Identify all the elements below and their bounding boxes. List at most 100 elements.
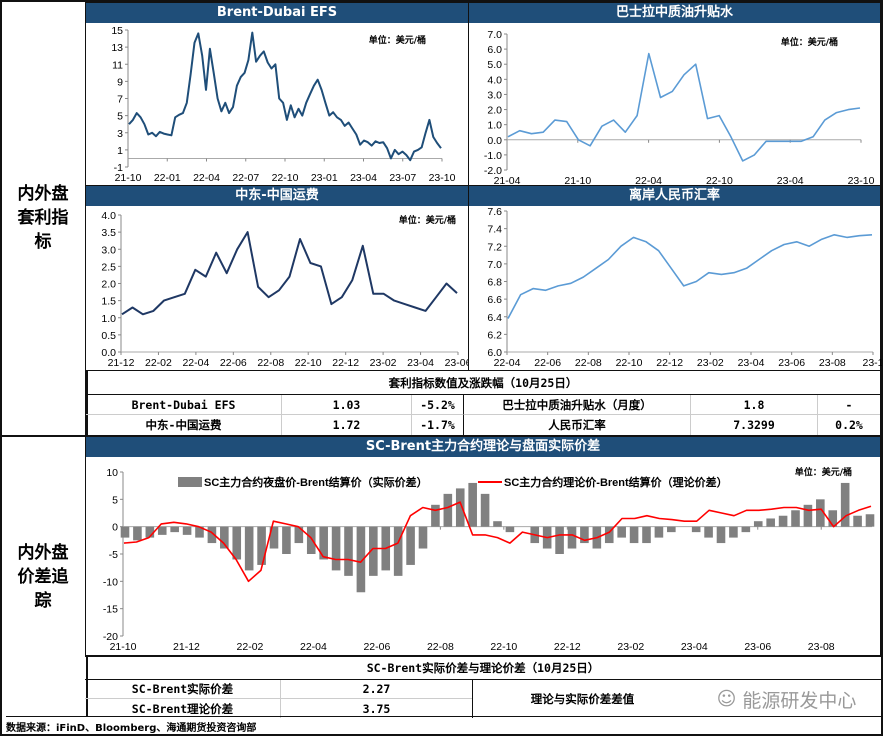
bar xyxy=(406,526,415,565)
y-tick-label: 1.5 xyxy=(101,296,116,308)
table-cell: 1.03 xyxy=(281,395,411,415)
bar xyxy=(840,482,850,527)
theory-spread-line xyxy=(123,501,872,583)
diff-label: 理论与实际价差差值 xyxy=(472,680,692,718)
table-title: 套利指标数值及涨跌幅（10月25日） xyxy=(86,371,880,395)
table-cell: 中东-中国运费 xyxy=(145,418,222,432)
y-tick-label: -10 xyxy=(103,576,118,588)
watermark-text: 能源研发中心 xyxy=(742,689,857,712)
y-tick-label: 10 xyxy=(106,467,118,479)
x-tick-label: 22-12 xyxy=(554,641,581,653)
actual-spread-label: SC-Brent实际价差 xyxy=(85,680,280,699)
bar xyxy=(344,526,353,576)
x-tick-label: 22-12 xyxy=(332,357,359,369)
y-tick-label: -20 xyxy=(103,631,118,643)
bar xyxy=(741,526,751,533)
table-cell: -5.2% xyxy=(411,395,463,415)
bar xyxy=(455,488,465,527)
y-tick-label: 0.5 xyxy=(101,330,116,342)
bar xyxy=(691,526,701,533)
x-tick-label: 23-10 xyxy=(848,175,875,187)
bar xyxy=(133,526,142,541)
y-tick-label: 5.0 xyxy=(487,59,502,71)
x-tick-label: 23-06 xyxy=(445,357,470,369)
unit-label: 单位：美元/桶 xyxy=(794,468,852,478)
x-tick-label: 23-04 xyxy=(407,357,434,369)
table-cell: - xyxy=(817,395,880,415)
x-tick-label: 22-08 xyxy=(427,641,454,653)
section-title: 内外盘价差追踪 xyxy=(17,543,69,611)
y-tick-label: 6.6 xyxy=(487,294,502,306)
x-tick-label: 21-10 xyxy=(110,641,137,653)
bar xyxy=(182,526,192,535)
legend-label-actual: SC主力合约夜盘价-Brent结算价（实际价差） xyxy=(204,475,428,489)
x-tick-label: 23-1 xyxy=(862,357,882,369)
x-tick-label: 21-04 xyxy=(494,175,521,187)
y-tick-label: 0.0 xyxy=(487,135,502,147)
legend-label-theory: SC主力合约理论价-Brent结算价（理论价差） xyxy=(504,475,728,489)
section-label-arbitrage: 内外盘套利指标 xyxy=(0,0,88,435)
x-tick-label: 22-04 xyxy=(193,172,220,184)
theory-spread-value: 3.75 xyxy=(280,699,472,718)
bar xyxy=(716,526,726,544)
bar xyxy=(331,526,341,571)
bar xyxy=(306,526,316,554)
y-tick-label: 9 xyxy=(117,76,123,88)
bar xyxy=(120,526,130,538)
x-tick-label: 23-08 xyxy=(819,357,846,369)
bar xyxy=(617,526,626,538)
x-tick-label: 23-08 xyxy=(808,641,835,653)
table-cell: Brent-Dubai EFS xyxy=(86,395,281,415)
bar xyxy=(766,518,775,527)
chart-panel-freight: 中东-中国运费 单位：美元/桶 0.0 0.5 1.0 1.5 2.0 2.5 3.0 3.5… xyxy=(85,185,470,371)
y-tick-label: 2.0 xyxy=(101,279,116,291)
table-cell: 1.72 xyxy=(281,415,411,435)
x-tick-label: 22-01 xyxy=(154,172,181,184)
bar xyxy=(505,526,515,533)
chart-panel-efs: Brent-Dubai EFS 单位：美元/桶 -1 1 3 5 7 9 11 13 15 21-… xyxy=(85,2,469,186)
bar xyxy=(791,510,800,527)
x-tick-label: 23-07 xyxy=(389,172,416,184)
wechat-icon: ☺ xyxy=(716,688,737,710)
chart-title: 中东-中国运费 xyxy=(86,186,468,206)
y-tick-label: 15 xyxy=(111,25,123,37)
y-tick-label: 6.8 xyxy=(487,277,502,289)
x-tick-label: 22-12 xyxy=(656,357,683,369)
basra-chart: -2.0 -1.0 0.0 1.0 2.0 3.0 4.0 5.0 6.0 7.0 21-04 21-… xyxy=(484,29,875,187)
bar xyxy=(865,514,875,527)
unit-label: 单位：美元/桶 xyxy=(780,38,838,48)
bar xyxy=(604,526,614,544)
y-tick-label: -1.0 xyxy=(484,150,502,162)
bar xyxy=(207,526,217,544)
y-tick-label: 4.0 xyxy=(487,74,502,86)
x-tick-label: 22-06 xyxy=(220,357,247,369)
x-tick-label: 23-06 xyxy=(744,641,771,653)
chart-panel-basra: 巴士拉中质油升贴水 单位：美元/桶 -2.0 -1.0 0.0 1.0 2.0 3.0 4.… xyxy=(468,2,881,187)
bar xyxy=(393,526,403,576)
bar xyxy=(195,526,204,538)
x-tick-label: 23-10 xyxy=(429,172,456,184)
y-tick-label: 3 xyxy=(117,128,123,140)
bar xyxy=(294,526,304,544)
y-tick-label: -2.0 xyxy=(484,165,502,177)
y-tick-label: 7.6 xyxy=(487,206,502,218)
bar xyxy=(567,526,577,549)
y-tick-label: 6.2 xyxy=(487,329,502,341)
bar xyxy=(145,526,155,538)
x-tick-label: 23-02 xyxy=(617,641,644,653)
x-tick-label: 22-10 xyxy=(490,641,517,653)
theory-spread-label: SC-Brent理论价差 xyxy=(131,701,234,716)
table-title: SC-Brent实际价差与理论价差（10月25日） xyxy=(85,657,881,680)
y-tick-label: 1.0 xyxy=(487,120,502,132)
y-tick-label: 3.0 xyxy=(487,89,502,101)
table-cell: 7.3299 xyxy=(690,415,817,435)
x-tick-label: 22-04 xyxy=(635,175,662,187)
bar xyxy=(493,521,502,527)
x-tick-label: 23-04 xyxy=(777,175,804,187)
y-tick-label: 3.5 xyxy=(101,227,116,239)
bar xyxy=(828,510,838,527)
data-line xyxy=(128,31,442,162)
bar xyxy=(704,526,713,538)
